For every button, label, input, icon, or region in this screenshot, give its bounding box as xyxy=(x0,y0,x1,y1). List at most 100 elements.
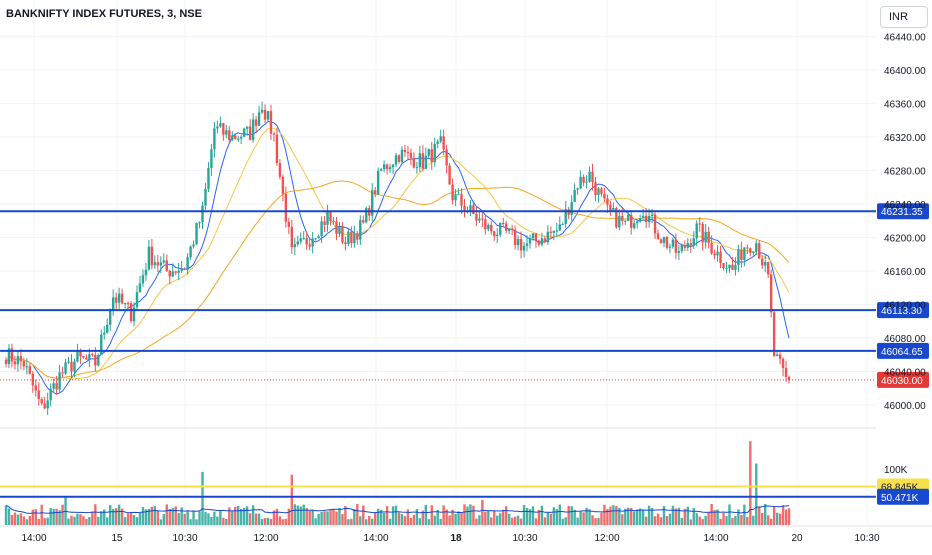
volume-bar xyxy=(567,505,570,525)
last-price-label: 46030.00 xyxy=(881,376,923,387)
volume-bar xyxy=(764,503,767,525)
volume-bar xyxy=(82,516,85,525)
candle-body xyxy=(186,257,189,270)
candle-body xyxy=(689,243,692,246)
price-tick-label: 46280.00 xyxy=(884,166,926,177)
moving-averages xyxy=(5,120,790,395)
volume-bar xyxy=(698,516,701,525)
candle-body xyxy=(248,126,252,140)
currency-label[interactable]: INR xyxy=(880,6,928,28)
candle-body xyxy=(650,214,654,216)
candle-body xyxy=(302,238,305,240)
volume-bar xyxy=(189,519,192,525)
volume-bar xyxy=(79,514,82,525)
candle-body xyxy=(263,109,267,120)
candle-body xyxy=(585,181,588,183)
volume-bar xyxy=(388,518,392,525)
grid-lines xyxy=(0,0,876,525)
candle-body xyxy=(761,258,764,266)
candle-body xyxy=(600,188,603,194)
volume-bar xyxy=(287,508,291,525)
volume-bar xyxy=(97,517,100,525)
candle-body xyxy=(618,215,621,228)
candle-body xyxy=(409,152,413,158)
candle-body xyxy=(436,141,439,144)
candle-body xyxy=(97,355,100,366)
volume-bar xyxy=(222,517,225,525)
volume-bar xyxy=(13,512,17,525)
candle-body xyxy=(177,270,180,273)
volume-bar xyxy=(597,517,600,525)
candle-body xyxy=(552,230,556,233)
candle-body xyxy=(713,253,716,256)
volume-bar xyxy=(677,507,681,525)
volume-bar xyxy=(775,512,779,525)
time-tick-label: 20 xyxy=(791,533,803,544)
volume-bar xyxy=(373,512,377,525)
time-tick-label: 10:30 xyxy=(854,533,879,544)
volume-bar xyxy=(737,509,740,525)
volume-bar xyxy=(201,471,204,525)
volume-bar xyxy=(135,517,139,525)
candle-body xyxy=(356,233,359,240)
volume-bar xyxy=(734,515,737,525)
price-axis[interactable]: 46440.00 46400.00 46360.00 46320.00 46280.00… xyxy=(884,32,926,412)
volume-bar xyxy=(722,512,725,525)
candle-body xyxy=(347,231,350,244)
volume-bar xyxy=(195,519,198,525)
volume-bar xyxy=(61,504,64,525)
candle-body xyxy=(698,223,701,225)
price-tick-label: 46120.00 xyxy=(884,301,926,312)
volume-bar xyxy=(641,510,645,525)
volume-bar xyxy=(528,509,532,525)
volume-bar xyxy=(347,519,350,525)
price-tick-label: 46040.00 xyxy=(884,368,926,379)
candle-body xyxy=(135,292,139,308)
horizontal-levels[interactable]: 46231.35 46113.30 46064.65 46030.00 xyxy=(0,203,929,388)
candle-body xyxy=(772,312,776,356)
volume-bar xyxy=(302,504,305,525)
candle-body xyxy=(764,262,767,266)
candle-body xyxy=(549,231,553,233)
volume-bar xyxy=(433,515,436,525)
candle-body xyxy=(582,176,585,183)
volume-bar xyxy=(588,509,591,525)
candle-body xyxy=(34,385,37,391)
candle-body xyxy=(403,149,407,153)
volume-bar xyxy=(695,513,698,525)
volume-bar xyxy=(680,517,684,525)
candle-body xyxy=(478,218,481,221)
candle-body xyxy=(162,260,165,263)
candle-body xyxy=(424,155,427,169)
volume-bar xyxy=(490,517,493,525)
volume-bar xyxy=(237,505,240,525)
candle-body xyxy=(775,354,779,356)
volume-bar xyxy=(403,516,407,525)
candle-body xyxy=(353,233,356,244)
volume-bar xyxy=(290,474,294,525)
volume-bar xyxy=(153,506,157,525)
candle-body xyxy=(555,230,558,232)
candle-body xyxy=(558,224,561,231)
candle-body xyxy=(469,205,472,212)
volume-bar xyxy=(424,504,427,525)
candle-body xyxy=(275,134,279,164)
time-axis[interactable]: 14:00 15 10:30 12:00 14:00 18 10:30 12:00 14:00 2… xyxy=(0,525,932,544)
symbol-title[interactable]: BANKNIFTY INDEX FUTURES, 3, NSE xyxy=(6,8,202,20)
volume-bar xyxy=(376,508,380,525)
volume-ma-line xyxy=(5,504,790,514)
volume-bar xyxy=(439,518,442,525)
candle-body xyxy=(463,205,466,212)
volume-bar xyxy=(558,504,561,525)
volume-bar xyxy=(540,505,544,525)
volume-bar xyxy=(19,513,23,525)
volume-bar xyxy=(671,505,675,525)
volume-bar xyxy=(281,519,285,525)
candle-body xyxy=(644,215,648,223)
volume-bar xyxy=(564,517,567,525)
candle-body xyxy=(171,271,174,277)
candle-body xyxy=(141,275,145,284)
candle-body xyxy=(55,383,58,390)
